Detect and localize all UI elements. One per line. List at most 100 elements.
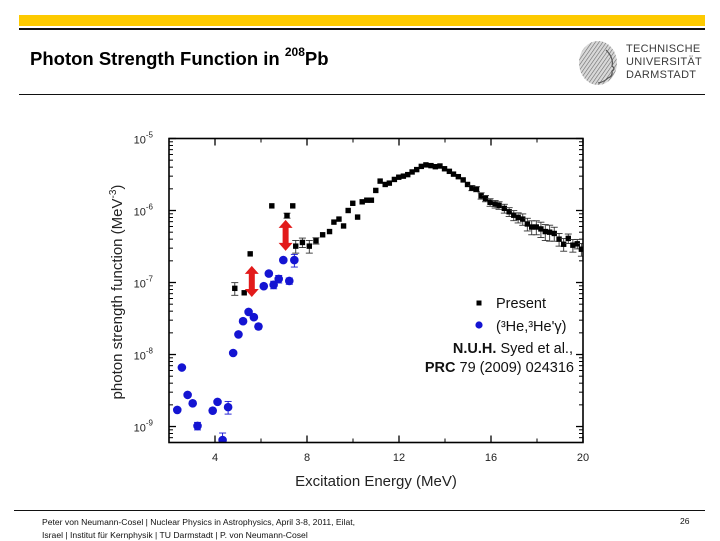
y-tick-label-exponent: -6: [146, 203, 154, 212]
data-point-circle: [274, 275, 283, 284]
data-point-circle: [250, 313, 259, 322]
data-point-circle: [183, 391, 192, 400]
data-point-square: [506, 209, 511, 214]
y-tick-label-base: 10: [134, 351, 146, 363]
data-point-square: [566, 236, 571, 241]
data-point-circle: [239, 317, 248, 326]
data-point-circle: [285, 277, 294, 286]
data-point-square: [442, 166, 447, 171]
legend-reference-author: N.U.H. Syed et al.,: [453, 341, 573, 357]
x-axis-label: Excitation Energy (MeV): [295, 473, 457, 490]
reference-author-initials: N.U.H.: [453, 341, 497, 357]
data-point-square: [307, 243, 312, 248]
data-point-square: [502, 206, 507, 211]
double-arrow: [279, 220, 293, 251]
y-tick-label-base: 10: [134, 279, 146, 291]
axis-ticks: [169, 139, 583, 443]
series-3he-3he-gamma: [173, 254, 299, 449]
data-point-circle: [234, 330, 243, 339]
data-point-circle: [208, 406, 217, 415]
data-point-square: [396, 175, 401, 180]
y-tick-label: 10-7: [134, 275, 154, 291]
data-point-square: [561, 242, 566, 247]
data-point-square: [232, 286, 237, 291]
data-point-square: [469, 185, 474, 190]
data-point-square: [419, 164, 424, 169]
y-tick-label-exponent: -5: [146, 131, 154, 140]
data-point-square: [293, 243, 298, 248]
reference-journal-name: PRC: [425, 360, 456, 376]
x-tick-label: 12: [393, 452, 405, 464]
data-point-square: [290, 203, 295, 208]
data-point-square: [433, 164, 438, 169]
data-point-square: [456, 174, 461, 179]
data-point-circle: [259, 282, 268, 291]
y-tick-label: 10-5: [134, 131, 154, 147]
y-tick-label: 10-6: [134, 203, 154, 219]
legend: Present (³He,³He'γ) N.U.H. Syed et al., …: [425, 296, 574, 376]
data-point-square: [423, 162, 428, 167]
legend-marker-present: [477, 301, 482, 306]
y-tick-label-base: 10: [134, 207, 146, 219]
data-point-square: [360, 199, 365, 204]
data-point-circle: [193, 422, 202, 431]
data-point-square: [474, 186, 479, 191]
legend-label-present: Present: [496, 296, 546, 312]
data-point-circle: [224, 403, 233, 412]
legend-marker-3he: [475, 321, 482, 328]
data-point-square: [313, 238, 318, 243]
data-point-square: [320, 232, 325, 237]
data-point-square: [547, 229, 552, 234]
data-point-square: [284, 213, 289, 218]
y-tick-label-base: 10: [134, 135, 146, 147]
data-point-square: [331, 219, 336, 224]
data-point-square: [336, 216, 341, 221]
data-point-square: [341, 223, 346, 228]
data-point-square: [247, 251, 252, 256]
plot-frame: [169, 139, 583, 443]
data-point-square: [529, 224, 534, 229]
data-point-square: [350, 201, 355, 206]
data-point-square: [355, 214, 360, 219]
data-point-square: [364, 198, 369, 203]
reference-journal-details: 79 (2009) 024316: [455, 360, 574, 376]
data-point-square: [515, 215, 520, 220]
data-point-square: [556, 236, 561, 241]
data-point-square: [242, 290, 247, 295]
data-point-square: [496, 203, 501, 208]
legend-label-3he: (³He,³He'γ): [496, 319, 566, 335]
y-tick-label-exponent: -9: [146, 419, 154, 428]
data-point-square: [387, 180, 392, 185]
y-axis-label-end: ): [109, 185, 126, 190]
data-point-square: [327, 229, 332, 234]
reference-author-name: Syed et al.,: [496, 341, 573, 357]
data-point-square: [300, 240, 305, 245]
x-tick-label: 20: [577, 452, 589, 464]
data-point-square: [437, 163, 442, 168]
data-point-circle: [188, 399, 197, 408]
data-point-square: [373, 188, 378, 193]
x-tick-label: 16: [485, 452, 497, 464]
y-tick-label: 10-8: [134, 347, 154, 363]
footer-divider: [14, 510, 705, 511]
data-point-circle: [254, 322, 263, 331]
data-point-circle: [178, 363, 187, 372]
data-point-circle: [229, 349, 238, 358]
data-point-square: [345, 208, 350, 213]
footer-line-1: Peter von Neumann-Cosel | Nuclear Physic…: [42, 516, 355, 529]
data-point-square: [409, 169, 414, 174]
data-point-square: [377, 178, 382, 183]
footer-line-2: Israel | Institut für Kernphysik | TU Da…: [42, 529, 355, 541]
y-tick-label-base: 10: [134, 423, 146, 435]
data-point-square: [414, 167, 419, 172]
footer-text: Peter von Neumann-Cosel | Nuclear Physic…: [42, 516, 355, 541]
data-point-circle: [213, 398, 222, 407]
data-point-square: [269, 203, 274, 208]
data-point-square: [520, 216, 525, 221]
x-tick-label: 4: [212, 452, 218, 464]
y-tick-label: 10-9: [134, 419, 154, 435]
legend-reference-journal: PRC 79 (2009) 024316: [425, 360, 574, 376]
data-point-square: [369, 198, 374, 203]
y-axis-label: photon strength function (MeV-3): [108, 185, 126, 400]
